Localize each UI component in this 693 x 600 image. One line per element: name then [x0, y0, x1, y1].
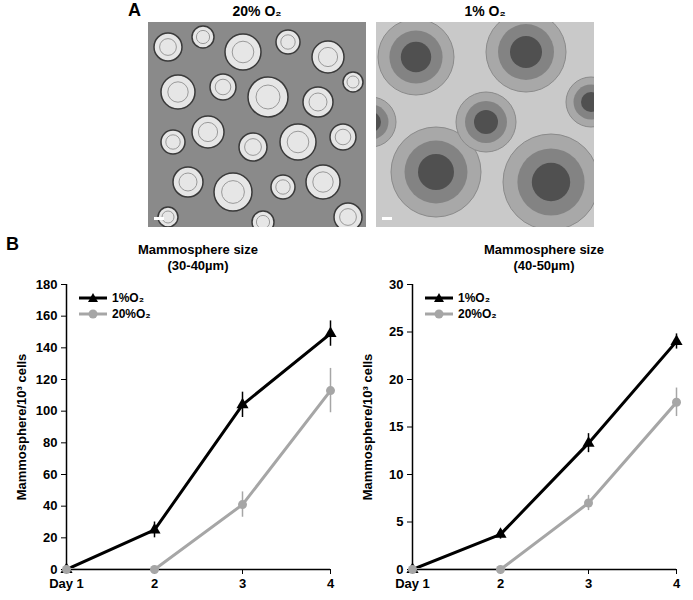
svg-text:Mammosphere/10³ cells: Mammosphere/10³ cells	[14, 354, 29, 501]
svg-text:0: 0	[396, 562, 403, 577]
html-text:B: B	[6, 234, 19, 254]
svg-text:2: 2	[497, 576, 504, 591]
html-text:Mammosphere size: Mammosphere size	[138, 242, 258, 257]
html-text:20%O₂: 20%O₂	[458, 307, 497, 321]
svg-text:10: 10	[389, 467, 403, 482]
svg-text:100: 100	[36, 403, 58, 418]
svg-text:140: 140	[36, 340, 58, 355]
svg-text:15: 15	[389, 419, 403, 434]
svg-text:20: 20	[389, 372, 403, 387]
svg-text:30: 30	[389, 277, 403, 292]
svg-text:2: 2	[151, 576, 158, 591]
html-text:Mammosphere size: Mammosphere size	[484, 242, 604, 257]
svg-text:3: 3	[585, 576, 592, 591]
svg-text:4: 4	[327, 576, 335, 591]
svg-text:5: 5	[396, 514, 403, 529]
svg-text:20: 20	[43, 530, 57, 545]
svg-text:Day 1: Day 1	[395, 576, 430, 591]
svg-text:20% O₂: 20% O₂	[232, 3, 281, 19]
svg-text:60: 60	[43, 467, 57, 482]
svg-text:0: 0	[50, 562, 57, 577]
html-text:1%O₂: 1%O₂	[458, 291, 490, 305]
html-text:(40-50µm): (40-50µm)	[513, 258, 575, 273]
svg-text:4: 4	[673, 576, 681, 591]
svg-text:25: 25	[389, 324, 403, 339]
svg-text:180: 180	[36, 277, 58, 292]
svg-text:3: 3	[239, 576, 246, 591]
html-text:20%O₂: 20%O₂	[112, 307, 151, 321]
html-text:1%O₂: 1%O₂	[112, 291, 144, 305]
svg-text:A: A	[128, 0, 141, 20]
svg-text:80: 80	[43, 435, 57, 450]
svg-text:120: 120	[36, 372, 58, 387]
svg-text:1% O₂: 1% O₂	[464, 3, 505, 19]
svg-text:Day 1: Day 1	[49, 576, 84, 591]
svg-text:40: 40	[43, 498, 57, 513]
svg-text:160: 160	[36, 308, 58, 323]
html-text:(30-40µm): (30-40µm)	[167, 258, 229, 273]
svg-text:Mammosphere/10³ cells: Mammosphere/10³ cells	[360, 354, 375, 501]
